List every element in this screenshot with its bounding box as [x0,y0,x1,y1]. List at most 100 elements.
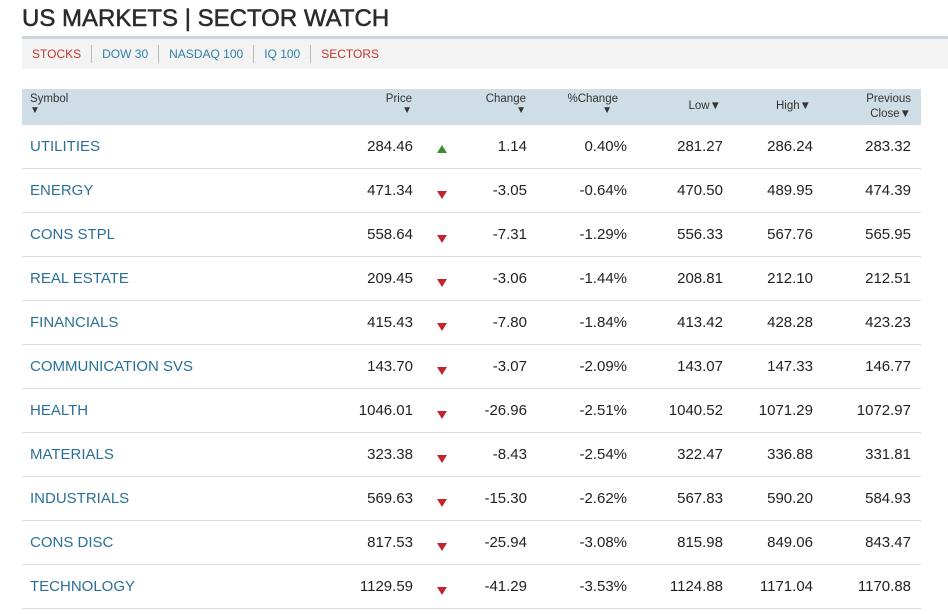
price-value: 415.43 [367,314,413,331]
price-value: 209.45 [367,270,413,287]
sort-arrow-icon: ▼ [402,105,412,116]
price-value: 569.63 [367,490,413,507]
previous-close-value: 423.23 [865,314,911,331]
change-value: -7.80 [492,314,527,331]
table-row: CONS DISC 817.53 -25.94 -3.08% 815.98 84… [22,521,921,565]
table-row: ENERGY 471.34 -3.05 -0.64% 470.50 489.95… [22,169,921,213]
pct-change-value: -2.51% [579,402,627,419]
header-previous-label: Previous [866,93,911,105]
high-value: 489.95 [767,182,813,199]
nav-dow-30[interactable]: DOW 30 [92,45,160,63]
sort-arrow-icon: ▼ [899,108,911,120]
header-low[interactable]: Low▼ [689,100,722,112]
sort-arrow-icon: ▼ [709,100,721,112]
sector-link[interactable]: COMMUNICATION SVS [30,358,194,375]
change-down-icon [436,521,448,564]
header-symbol-label: Symbol [30,93,69,105]
table-row: REAL ESTATE 209.45 -3.06 -1.44% 208.81 2… [22,257,921,301]
high-value: 849.06 [767,534,813,551]
table-row: INDUSTRIALS 569.63 -15.30 -2.62% 567.83 … [22,477,921,521]
pct-change-value: -3.53% [579,578,627,595]
nav-sectors[interactable]: SECTORS [321,47,380,61]
header-high-label: High [775,100,800,112]
change-down-icon [436,257,448,300]
table-row: HEALTH 1046.01 -26.96 -2.51% 1040.52 107… [22,389,921,433]
high-value: 1071.29 [758,402,813,419]
sort-arrow-icon: ▼ [799,100,811,112]
header-pct-change-label: %Change [567,93,618,105]
high-value: 286.24 [767,138,813,155]
header-symbol[interactable]: Symbol ▼ [30,93,68,117]
previous-close-value: 565.95 [865,226,911,243]
high-value: 1171.04 [759,578,813,595]
header-low-label: Low [688,100,710,112]
previous-close-value: 146.77 [865,358,911,375]
sector-table: Symbol ▼ Price ▼ Change ▼ %Change ▼ Low▼… [22,89,921,609]
low-value: 1040.52 [668,402,723,419]
price-value: 1046.01 [358,402,413,419]
high-value: 590.20 [767,490,813,507]
sector-link[interactable]: TECHNOLOGY [30,578,136,595]
previous-close-value: 331.81 [865,446,911,463]
sector-link[interactable]: UTILITIES [30,138,101,155]
table-header: Symbol ▼ Price ▼ Change ▼ %Change ▼ Low▼… [22,89,921,125]
price-value: 471.34 [367,182,413,199]
change-down-icon [436,169,448,212]
pct-change-value: -1.84% [579,314,627,331]
change-down-icon [436,301,448,344]
price-value: 143.70 [367,358,413,375]
high-value: 212.10 [767,270,813,287]
header-previous-close[interactable]: Previous Close▼ [866,93,911,120]
sector-link[interactable]: ENERGY [30,182,94,199]
price-value: 1129.59 [359,578,413,595]
sector-link[interactable]: MATERIALS [30,446,114,463]
change-down-icon [436,433,448,476]
sector-link[interactable]: CONS DISC [30,534,114,551]
low-value: 413.42 [677,314,723,331]
change-value: -26.96 [484,402,527,419]
pct-change-value: -2.09% [579,358,627,375]
pct-change-value: -3.08% [579,534,627,551]
previous-close-value: 843.47 [865,534,911,551]
pct-change-value: -2.62% [579,490,627,507]
header-pct-change[interactable]: %Change ▼ [567,93,618,117]
change-down-icon [436,345,448,388]
sort-arrow-icon: ▼ [602,105,612,116]
sort-arrow-icon: ▼ [516,105,526,116]
header-change[interactable]: Change ▼ [486,93,526,117]
change-value: -7.31 [492,226,527,243]
pct-change-value: -0.64% [579,182,627,199]
high-value: 567.76 [767,226,813,243]
high-value: 147.33 [767,358,813,375]
change-value: -8.43 [492,446,527,463]
sector-link[interactable]: FINANCIALS [30,314,119,331]
low-value: 322.47 [677,446,723,463]
sector-link[interactable]: HEALTH [30,402,89,419]
sector-link[interactable]: INDUSTRIALS [30,490,130,507]
change-value: -25.94 [484,534,527,551]
sector-link[interactable]: REAL ESTATE [30,270,129,287]
change-value: -3.05 [492,182,527,199]
pct-change-value: -2.54% [579,446,627,463]
header-close-label: Close [870,108,900,120]
pct-change-value: 0.40% [584,138,627,155]
low-value: 815.98 [677,534,723,551]
nav-iq-100[interactable]: IQ 100 [254,45,312,63]
low-value: 567.83 [677,490,723,507]
pct-change-value: -1.44% [579,270,627,287]
change-down-icon [436,565,448,608]
change-value: -3.07 [492,358,527,375]
page-title: US MARKETS | SECTOR WATCH [22,5,390,33]
sort-arrow-icon: ▼ [30,105,40,116]
change-down-icon [436,213,448,256]
header-price[interactable]: Price ▼ [386,93,412,117]
title-divider [22,36,948,39]
table-row: MATERIALS 323.38 -8.43 -2.54% 322.47 336… [22,433,921,477]
previous-close-value: 1072.97 [856,402,911,419]
header-high[interactable]: High▼ [776,100,811,112]
price-value: 284.46 [367,138,413,155]
sector-link[interactable]: CONS STPL [30,226,116,243]
nav-stocks[interactable]: STOCKS [22,45,93,63]
nav-nasdaq-100[interactable]: NASDAQ 100 [159,45,255,63]
high-value: 428.28 [767,314,813,331]
